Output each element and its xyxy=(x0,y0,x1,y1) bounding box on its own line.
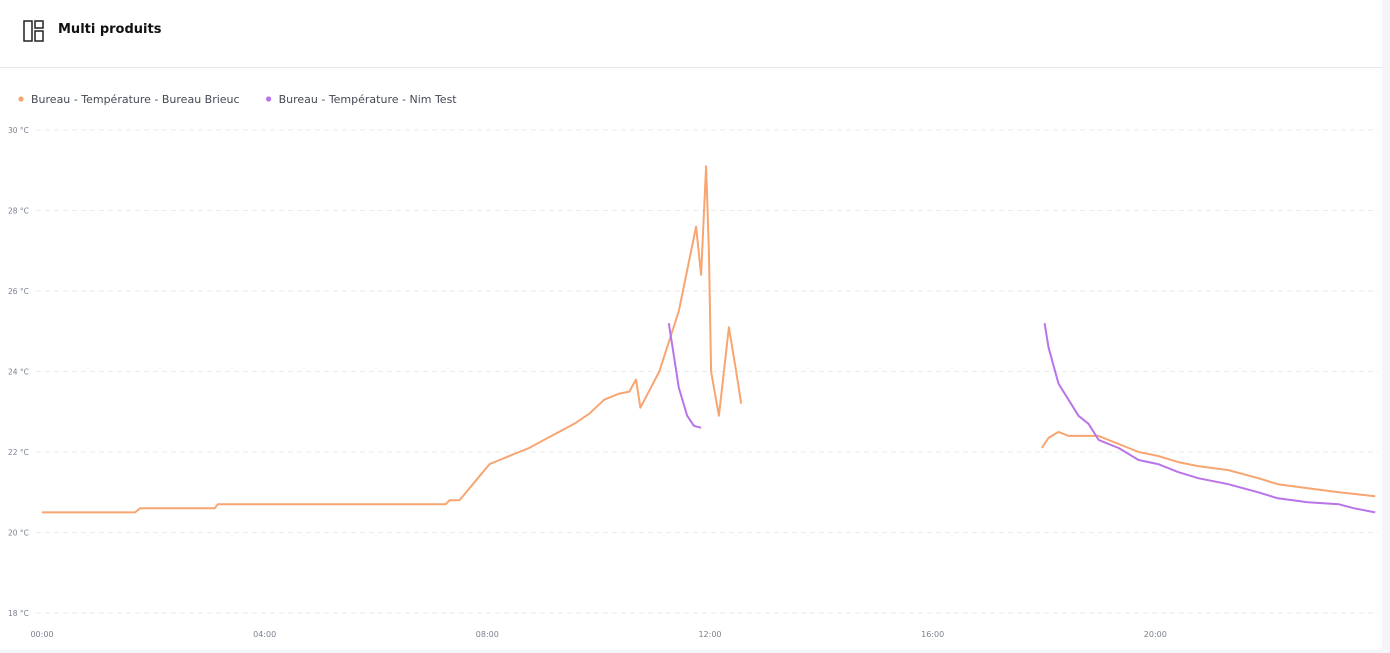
legend-dot xyxy=(265,96,272,102)
title: Multi produits xyxy=(58,22,162,37)
y-tick-label: 18 °C xyxy=(8,609,29,618)
x-tick-label: 04:00 xyxy=(253,630,276,639)
y-tick-label: 24 °C xyxy=(8,368,29,377)
header: Multi produits xyxy=(0,0,1382,68)
x-tick-label: 00:00 xyxy=(30,630,53,639)
y-tick-label: 22 °C xyxy=(8,448,29,457)
y-tick-label: 20 °C xyxy=(8,529,29,538)
y-tick-label: 30 °C xyxy=(8,126,29,135)
x-tick-label: 08:00 xyxy=(476,630,499,639)
legend-label: Bureau - Température - Nim Test xyxy=(279,93,458,106)
x-tick-label: 12:00 xyxy=(698,630,721,639)
legend-dot xyxy=(18,96,24,102)
y-tick-label: 26 °C xyxy=(8,287,29,296)
line xyxy=(667,323,1376,514)
y-tick-label: 28 °C xyxy=(8,207,29,216)
x-tick-label: 20:00 xyxy=(1144,630,1167,639)
legend-label: Bureau - Température - Bureau Brieuc xyxy=(31,93,240,106)
x-tick-label: 16:00 xyxy=(921,630,944,639)
line xyxy=(42,165,1376,514)
icon xyxy=(23,20,44,42)
